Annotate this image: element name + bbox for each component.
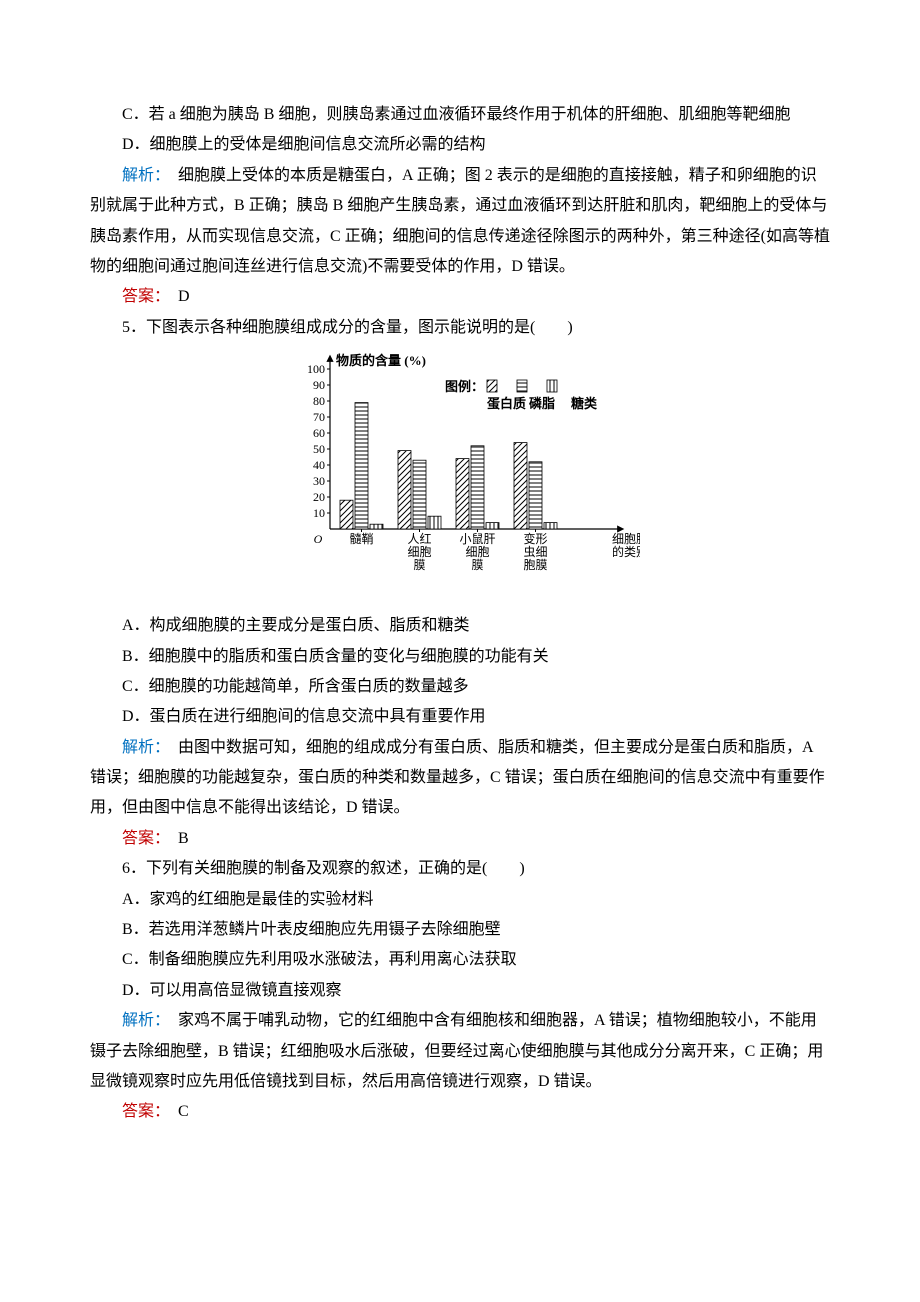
svg-text:的类别: 的类别: [612, 544, 640, 559]
svg-text:90: 90: [313, 378, 325, 392]
svg-text:髓鞘: 髓鞘: [349, 532, 373, 546]
q4-answer: 答案： D: [90, 282, 830, 312]
answer-label: 答案：: [122, 288, 162, 305]
q6-option-c: C．制备细胞膜应先利用吸水涨破法，再利用离心法获取: [90, 945, 830, 975]
svg-text:细胞: 细胞: [465, 545, 489, 559]
analysis-label: 解析：: [122, 167, 162, 184]
svg-text:小鼠肝: 小鼠肝: [459, 532, 495, 546]
svg-text:膜: 膜: [413, 558, 425, 572]
svg-text:蛋白质: 蛋白质: [487, 396, 526, 411]
q5-option-c: C．细胞膜的功能越简单，所含蛋白质的数量越多: [90, 672, 830, 702]
q6-answer-value: C: [178, 1103, 189, 1120]
svg-text:60: 60: [313, 426, 325, 440]
q4-analysis-text: 细胞膜上受体的本质是糖蛋白，A 正确；图 2 表示的是细胞的直接接触，精子和卵细…: [90, 167, 830, 275]
page: C．若 a 细胞为胰岛 B 细胞，则胰岛素通过血液循环最终作用于机体的肝细胞、肌…: [0, 0, 920, 1302]
q5-option-d: D．蛋白质在进行细胞间的信息交流中具有重要作用: [90, 702, 830, 732]
q5-analysis-text: 由图中数据可知，细胞的组成成分有蛋白质、脂质和糖类，但主要成分是蛋白质和脂质，A…: [90, 739, 825, 817]
svg-text:人红: 人红: [407, 531, 431, 546]
q6-option-a: A．家鸡的红细胞是最佳的实验材料: [90, 885, 830, 915]
analysis-label: 解析：: [122, 1012, 162, 1029]
svg-text:40: 40: [313, 458, 325, 472]
q5-answer-value: B: [178, 830, 189, 847]
q6-option-d: D．可以用高倍显微镜直接观察: [90, 976, 830, 1006]
svg-text:膜: 膜: [471, 558, 483, 572]
answer-label: 答案：: [122, 1103, 162, 1120]
q4-option-d: D．细胞膜上的受体是细胞间信息交流所必需的结构: [90, 130, 830, 160]
svg-text:糖类: 糖类: [571, 396, 598, 411]
svg-text:50: 50: [313, 442, 325, 456]
q5-analysis: 解析： 由图中数据可知，细胞的组成成分有蛋白质、脂质和糖类，但主要成分是蛋白质和…: [90, 733, 830, 824]
answer-label: 答案：: [122, 830, 162, 847]
svg-text:80: 80: [313, 394, 325, 408]
q5-option-b: B．细胞膜中的脂质和蛋白质含量的变化与细胞膜的功能有关: [90, 642, 830, 672]
analysis-label: 解析：: [122, 739, 162, 756]
q4-answer-value: D: [178, 288, 190, 305]
svg-text:磷脂: 磷脂: [529, 396, 555, 411]
q6-answer: 答案： C: [90, 1097, 830, 1127]
q6-analysis: 解析： 家鸡不属于哺乳动物，它的红细胞中含有细胞核和细胞器，A 错误；植物细胞较…: [90, 1006, 830, 1097]
svg-text:物质的含量 (%): 物质的含量 (%): [336, 353, 426, 368]
q5-option-a: A．构成细胞膜的主要成分是蛋白质、脂质和糖类: [90, 611, 830, 641]
svg-text:20: 20: [313, 490, 325, 504]
svg-text:30: 30: [313, 474, 325, 488]
q4-option-c: C．若 a 细胞为胰岛 B 细胞，则胰岛素通过血液循环最终作用于机体的肝细胞、肌…: [90, 100, 830, 130]
svg-text:10: 10: [313, 506, 325, 520]
q5-chart: 102030405060708090100物质的含量 (%)O髓鞘人红细胞膜小鼠…: [90, 349, 830, 609]
svg-text:胞膜: 胞膜: [523, 558, 547, 572]
q6-analysis-text: 家鸡不属于哺乳动物，它的红细胞中含有细胞核和细胞器，A 错误；植物细胞较小，不能…: [90, 1012, 823, 1090]
svg-text:细胞膜: 细胞膜: [612, 532, 640, 546]
svg-text:70: 70: [313, 410, 325, 424]
svg-text:变形: 变形: [523, 531, 547, 546]
q5-answer: 答案： B: [90, 824, 830, 854]
q6-option-b: B．若选用洋葱鳞片叶表皮细胞应先用镊子去除细胞壁: [90, 915, 830, 945]
q4-analysis: 解析： 细胞膜上受体的本质是糖蛋白，A 正确；图 2 表示的是细胞的直接接触，精…: [90, 161, 830, 283]
bar-chart-svg: 102030405060708090100物质的含量 (%)O髓鞘人红细胞膜小鼠…: [280, 349, 640, 609]
svg-text:O: O: [314, 532, 323, 546]
q5-stem: 5．下图表示各种细胞膜组成成分的含量，图示能说明的是( ): [90, 313, 830, 343]
svg-text:虫细: 虫细: [523, 545, 547, 559]
svg-text:细胞: 细胞: [407, 545, 431, 559]
svg-text:图例：: 图例：: [445, 379, 484, 394]
svg-text:100: 100: [307, 362, 325, 376]
q6-stem: 6．下列有关细胞膜的制备及观察的叙述，正确的是( ): [90, 854, 830, 884]
